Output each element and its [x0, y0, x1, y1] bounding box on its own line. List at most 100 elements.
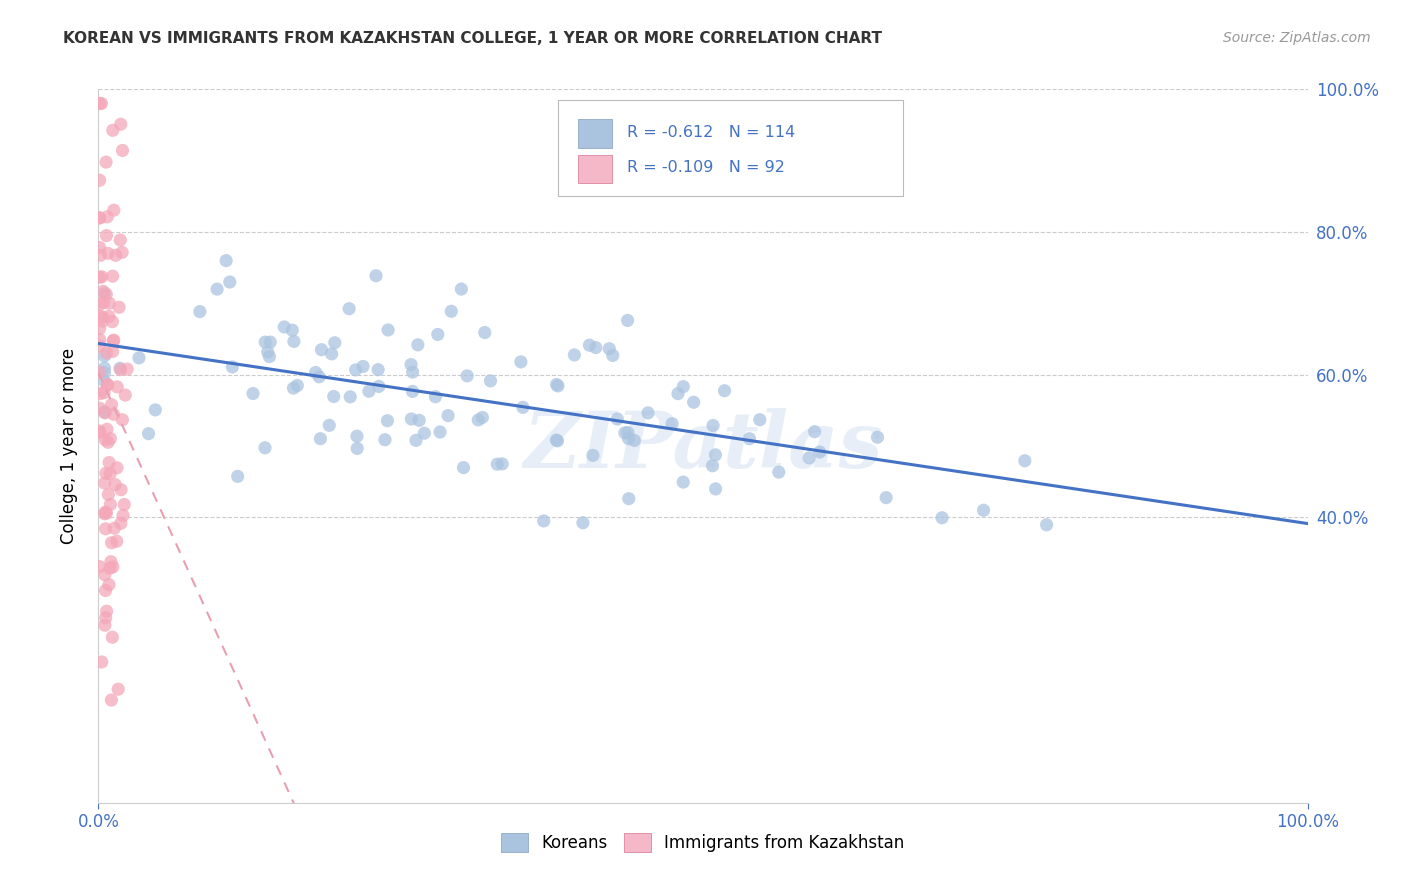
Point: [94, 406, 117, 420]
Point: [91, 285, 114, 299]
Point: [616, 313, 638, 327]
Point: [107, 682, 129, 697]
Point: [89, 96, 111, 111]
Point: [93, 349, 115, 363]
Text: KOREAN VS IMMIGRANTS FROM KAZAKHSTAN COLLEGE, 1 YEAR OR MORE CORRELATION CHART: KOREAN VS IMMIGRANTS FROM KAZAKHSTAN COL…: [63, 31, 883, 46]
Point: [96, 604, 118, 618]
Point: [89, 401, 111, 416]
Point: [104, 248, 127, 262]
Point: [304, 366, 326, 380]
Point: [321, 347, 343, 361]
Point: [613, 425, 636, 440]
Text: Source: ZipAtlas.com: Source: ZipAtlas.com: [1223, 31, 1371, 45]
Point: [226, 469, 249, 483]
Point: [91, 314, 114, 328]
Point: [467, 413, 489, 427]
Point: [546, 433, 568, 447]
Point: [89, 559, 111, 574]
Point: [491, 457, 513, 471]
Point: [578, 338, 600, 352]
Point: [413, 426, 436, 441]
Point: [110, 233, 132, 247]
Point: [617, 491, 640, 506]
Point: [89, 270, 111, 285]
Point: [101, 344, 124, 359]
Point: [90, 248, 112, 262]
Point: [93, 374, 115, 388]
Text: R = -0.612   N = 114: R = -0.612 N = 114: [627, 125, 794, 139]
Point: [100, 535, 122, 549]
Point: [97, 377, 120, 392]
Point: [311, 343, 333, 357]
Point: [94, 467, 117, 481]
Point: [259, 350, 281, 364]
Point: [803, 425, 825, 439]
Point: [205, 282, 228, 296]
Legend: Koreans, Immigrants from Kazakhstan: Koreans, Immigrants from Kazakhstan: [495, 827, 911, 859]
Point: [89, 424, 111, 438]
Point: [93, 507, 115, 521]
Point: [221, 359, 243, 374]
Point: [218, 275, 240, 289]
Point: [93, 366, 115, 380]
Text: ZIPatlas: ZIPatlas: [523, 408, 883, 484]
Point: [101, 334, 124, 348]
Point: [598, 342, 620, 356]
Point: [479, 374, 502, 388]
Point: [339, 390, 361, 404]
Point: [768, 465, 790, 479]
Point: [89, 333, 111, 347]
Point: [105, 380, 128, 394]
Point: [547, 434, 569, 448]
Point: [308, 369, 330, 384]
Point: [93, 295, 115, 310]
Point: [377, 323, 399, 337]
Point: [111, 144, 134, 158]
Point: [110, 483, 132, 497]
Point: [875, 491, 897, 505]
Point: [98, 310, 121, 324]
Point: [89, 321, 111, 335]
Point: [259, 334, 281, 349]
Point: [112, 508, 135, 523]
Point: [101, 559, 124, 574]
Point: [704, 482, 727, 496]
Point: [94, 433, 117, 447]
Point: [115, 362, 138, 376]
Point: [93, 286, 115, 301]
Point: [283, 381, 305, 395]
Point: [456, 368, 478, 383]
Bar: [578, 155, 613, 184]
Point: [94, 611, 117, 625]
Point: [110, 362, 132, 376]
Point: [108, 361, 131, 376]
Point: [450, 282, 472, 296]
Point: [105, 534, 128, 549]
Point: [546, 377, 568, 392]
Point: [100, 398, 122, 412]
Point: [93, 476, 115, 491]
Point: [143, 403, 166, 417]
Y-axis label: College, 1 year or more: College, 1 year or more: [59, 348, 77, 544]
Point: [337, 301, 360, 316]
Point: [100, 498, 122, 512]
Point: [471, 410, 494, 425]
Point: [273, 320, 295, 334]
Point: [97, 487, 120, 501]
Point: [100, 693, 122, 707]
Point: [96, 228, 118, 243]
Point: [89, 240, 111, 254]
Point: [104, 477, 127, 491]
Point: [110, 117, 132, 131]
Point: [114, 388, 136, 402]
Point: [111, 413, 134, 427]
Point: [253, 441, 276, 455]
Point: [352, 359, 374, 374]
Point: [453, 460, 475, 475]
Point: [406, 338, 429, 352]
Point: [931, 510, 953, 524]
Point: [91, 310, 114, 325]
Point: [93, 361, 115, 376]
Point: [100, 432, 122, 446]
Point: [89, 425, 111, 440]
